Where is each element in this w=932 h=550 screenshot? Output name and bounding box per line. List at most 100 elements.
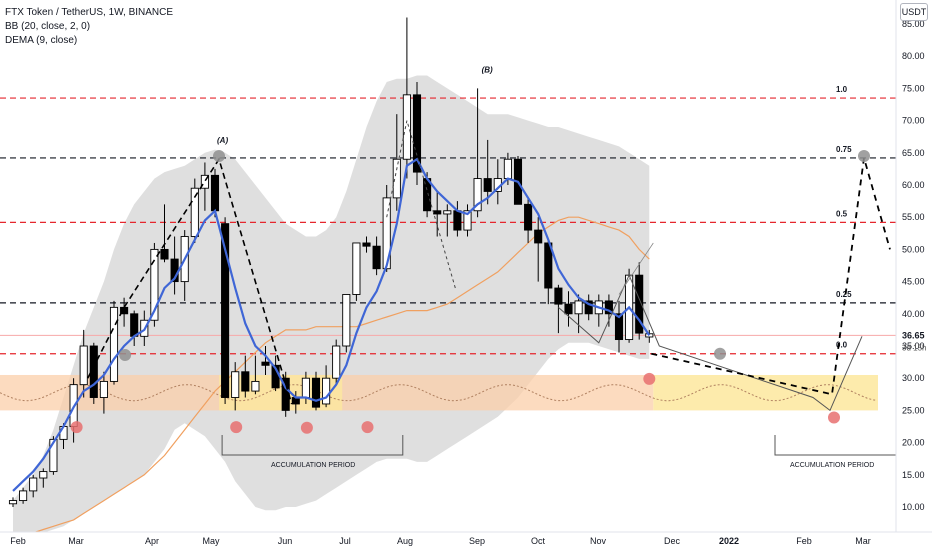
candle-body-12 — [130, 313, 139, 337]
candle-body-57 — [584, 300, 593, 315]
candles-layer — [8, 17, 654, 507]
y-tick-label-8: 50.00 — [902, 244, 925, 254]
countdown-label: 3d 15h — [902, 343, 926, 352]
candle-body-7 — [79, 345, 88, 386]
candle-body-15 — [160, 248, 169, 260]
fib-level-lines: 1.0 0.75 0.5 0.25 0.0 — [0, 85, 896, 355]
accumulation-zone-layer — [0, 374, 878, 411]
price-axis-bg — [896, 0, 932, 550]
x-tick-label-4: Jun — [278, 536, 293, 546]
projection-dashed — [651, 157, 891, 396]
candle-body-31 — [322, 377, 331, 405]
pivot-low-4 — [361, 421, 374, 434]
pivot-low-5 — [643, 372, 656, 385]
candle-body-0 — [8, 500, 18, 505]
level-label-1: 0.75 — [836, 145, 852, 154]
x-tick-label-7: Sep — [469, 536, 485, 546]
projection-up-thin — [618, 242, 654, 295]
pivot-high-a — [213, 150, 225, 163]
candle-body-52 — [534, 229, 543, 244]
x-tick-label-9: Nov — [590, 536, 607, 546]
legend-bb[interactable]: BB (20, close, 2, 0) — [5, 21, 91, 32]
y-tick-label-14: 80.00 — [902, 51, 925, 61]
candle-body-11 — [120, 306, 129, 315]
candle-body-38 — [392, 158, 401, 199]
dema-line — [12, 157, 651, 492]
candle-body-18 — [190, 187, 199, 237]
candle-body-45 — [463, 210, 472, 231]
pivot-target-high — [858, 150, 870, 163]
candle-body-10 — [109, 306, 119, 382]
candle-body-29 — [301, 377, 310, 398]
y-tick-label-0: 10.00 — [902, 502, 925, 512]
level-label-4: 0.0 — [836, 341, 848, 350]
candle-body-21 — [221, 223, 230, 398]
level-label-3: 0.25 — [836, 290, 852, 299]
trend-dash-a — [86, 157, 293, 405]
candle-body-43 — [443, 210, 452, 215]
candle-body-22 — [231, 371, 240, 398]
label-wave-a: (A) — [217, 136, 228, 145]
bb-cloud — [13, 75, 650, 540]
candle-body-59 — [604, 300, 613, 315]
candle-body-30 — [311, 377, 321, 408]
time-axis-bg — [0, 532, 932, 550]
candle-body-20 — [210, 174, 220, 212]
currency-button[interactable]: USDT — [900, 3, 928, 21]
y-tick-label-6: 40.00 — [902, 309, 925, 319]
x-tick-label-2: Apr — [145, 536, 159, 546]
y-tick-label-11: 65.00 — [902, 148, 925, 158]
candle-body-56 — [574, 300, 583, 315]
candle-body-34 — [352, 242, 361, 295]
candle-body-14 — [150, 248, 159, 321]
chart-legend: FTX Token / TetherUS, 1W, BINANCE BB (20… — [5, 6, 173, 48]
pivot-low-2 — [230, 421, 243, 434]
dema-line-layer — [12, 157, 651, 492]
candle-body-37 — [382, 197, 391, 270]
trend-dash-b — [386, 120, 456, 289]
candle-body-4 — [49, 438, 58, 473]
candle-body-32 — [332, 345, 341, 379]
y-tick-label-13: 75.00 — [902, 83, 925, 93]
y-tick-label-7: 45.00 — [902, 277, 925, 287]
candle-body-49 — [503, 158, 512, 180]
x-tick-label-11: 2022 — [719, 536, 739, 546]
y-tick-label-10: 60.00 — [902, 180, 925, 190]
candle-body-19 — [200, 174, 209, 189]
x-tick-label-5: Jul — [339, 536, 351, 546]
pivot-mid-1 — [119, 349, 132, 362]
candle-body-2 — [29, 477, 38, 492]
candle-body-54 — [554, 287, 563, 305]
candle-body-42 — [433, 210, 442, 215]
label-wave-b: (B) — [482, 65, 493, 74]
candle-body-44 — [453, 210, 462, 231]
candle-body-60 — [614, 313, 624, 341]
candle-body-47 — [483, 178, 492, 192]
x-tick-label-6: Aug — [397, 536, 413, 546]
pivot-low-1 — [70, 421, 83, 434]
bollinger-band-area — [13, 75, 650, 540]
level-label-2: 0.5 — [836, 209, 848, 218]
candle-body-24 — [251, 380, 260, 392]
y-tick-label-5: 35.00 — [902, 341, 925, 351]
moving-average-layer — [12, 216, 650, 540]
label-accumulation-1: ACCUMULATION PERIOD — [271, 462, 355, 469]
pivot-mid-2 — [714, 347, 726, 360]
legend-dema[interactable]: DEMA (9, close) — [5, 35, 78, 46]
zigzag-gray — [558, 273, 863, 412]
candle-body-25 — [261, 361, 270, 366]
y-tick-label-1: 15.00 — [902, 470, 925, 480]
y-tick-label-4: 30.00 — [902, 373, 925, 383]
candle-body-3 — [39, 471, 48, 479]
candle-body-62 — [635, 274, 644, 334]
x-tick-label-10: Dec — [664, 536, 681, 546]
x-tick-label-1: Mar — [68, 536, 84, 546]
candle-body-1 — [19, 490, 28, 502]
y-tick-label-12: 70.00 — [902, 116, 925, 126]
accumulation-zone-highlight — [219, 374, 343, 411]
ma-line — [12, 216, 650, 540]
legend-symbol[interactable]: FTX Token / TetherUS, 1W, BINANCE — [5, 7, 174, 18]
bracket-accumulation-1 — [221, 435, 404, 456]
y-tick-label-3: 25.00 — [902, 405, 925, 415]
